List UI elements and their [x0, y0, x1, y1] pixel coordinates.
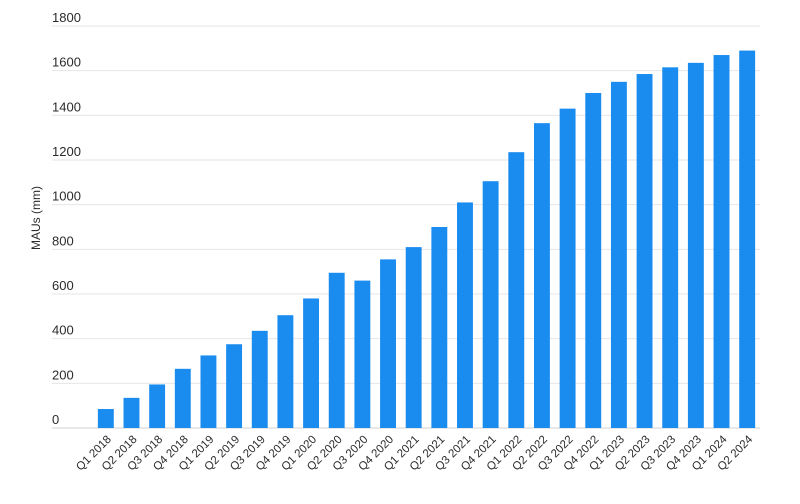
y-axis-title: MAUs (mm) [29, 186, 43, 250]
bar-q4-2019 [277, 315, 294, 428]
y-tick-label: 0 [52, 412, 59, 427]
bar-q1-2020 [303, 298, 320, 428]
bar-q2-2024 [739, 50, 756, 429]
bar-q3-2023 [662, 67, 679, 429]
y-tick-label: 800 [52, 233, 74, 248]
bar-q1-2024 [713, 55, 730, 429]
bar-q1-2018 [97, 409, 114, 428]
bar-q2-2023 [636, 74, 653, 429]
bar-q1-2023 [610, 81, 627, 428]
bar-q1-2021 [405, 247, 422, 428]
y-tick-label: 1600 [52, 55, 81, 70]
y-tick-label: 1000 [52, 189, 81, 204]
bar-q1-2019 [200, 355, 217, 428]
bar-q2-2018 [123, 397, 140, 428]
bar-q4-2021 [482, 181, 499, 428]
y-tick-label: 1200 [52, 144, 81, 159]
bar-q3-2018 [149, 384, 166, 428]
bar-q4-2018 [174, 368, 191, 428]
bars [97, 50, 756, 429]
bar-q3-2021 [457, 202, 473, 428]
bar-q4-2023 [687, 62, 704, 428]
bar-q2-2019 [226, 344, 243, 428]
y-axis-ticks: 0 200 400 600 800 1000 1200 1400 1600 1800 [52, 10, 81, 427]
bar-q4-2022 [585, 93, 602, 428]
y-tick-label: 1400 [52, 99, 81, 114]
bar-q3-2022 [559, 108, 576, 428]
bar-q4-2020 [380, 259, 396, 428]
bar-q1-2022 [508, 152, 525, 428]
y-tick-label: 600 [52, 278, 74, 293]
bar-q2-2021 [431, 227, 448, 428]
bar-q2-2022 [533, 123, 550, 429]
bar-q3-2020 [354, 280, 371, 428]
y-tick-label: 200 [52, 367, 74, 382]
bar-q2-2020 [328, 272, 345, 428]
y-tick-label: 400 [52, 323, 74, 338]
bar-q3-2019 [251, 330, 268, 428]
y-tick-label: 1800 [52, 10, 81, 25]
